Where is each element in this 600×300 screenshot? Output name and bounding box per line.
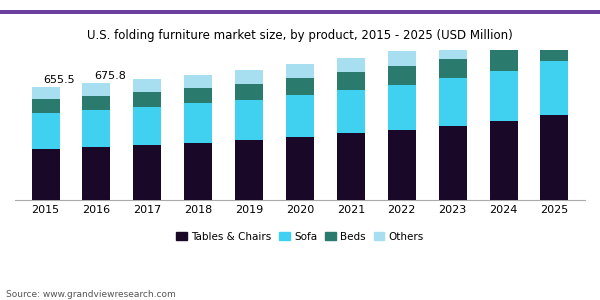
Bar xyxy=(184,88,212,103)
Bar xyxy=(184,103,212,143)
Bar xyxy=(388,130,416,200)
Bar xyxy=(82,83,110,95)
Bar xyxy=(541,115,568,200)
Bar xyxy=(286,95,314,137)
Bar xyxy=(133,146,161,200)
Bar xyxy=(541,39,568,61)
Bar xyxy=(388,66,416,85)
Bar xyxy=(388,85,416,130)
Bar xyxy=(337,133,365,200)
Bar xyxy=(235,140,263,200)
Bar xyxy=(235,70,263,84)
Bar xyxy=(337,90,365,133)
Bar xyxy=(32,87,59,99)
Legend: Tables & Chairs, Sofa, Beds, Others: Tables & Chairs, Sofa, Beds, Others xyxy=(172,227,428,246)
Bar xyxy=(490,70,518,121)
Bar xyxy=(541,61,568,115)
Text: 655.5: 655.5 xyxy=(43,75,74,85)
Bar xyxy=(439,78,467,126)
Bar xyxy=(184,75,212,88)
Bar xyxy=(133,92,161,106)
Bar xyxy=(184,143,212,200)
Title: U.S. folding furniture market size, by product, 2015 - 2025 (USD Million): U.S. folding furniture market size, by p… xyxy=(87,28,513,41)
Bar xyxy=(490,33,518,50)
Bar xyxy=(32,149,59,200)
Bar xyxy=(490,50,518,70)
Bar xyxy=(82,95,110,110)
Bar xyxy=(235,100,263,140)
Bar xyxy=(32,112,59,149)
Bar xyxy=(439,42,467,58)
Bar xyxy=(286,78,314,95)
Bar xyxy=(439,126,467,200)
Bar xyxy=(82,147,110,200)
Bar xyxy=(439,58,467,78)
Bar xyxy=(82,110,110,147)
Bar xyxy=(32,99,59,112)
Bar xyxy=(286,137,314,200)
Bar xyxy=(337,72,365,90)
Text: Source: www.grandviewresearch.com: Source: www.grandviewresearch.com xyxy=(6,290,176,299)
Bar xyxy=(133,106,161,146)
Bar xyxy=(286,64,314,78)
Text: 675.8: 675.8 xyxy=(94,71,126,81)
Bar xyxy=(337,58,365,72)
Bar xyxy=(490,121,518,200)
Bar xyxy=(388,51,416,66)
Bar xyxy=(541,21,568,39)
Bar xyxy=(133,79,161,92)
Bar xyxy=(235,84,263,100)
